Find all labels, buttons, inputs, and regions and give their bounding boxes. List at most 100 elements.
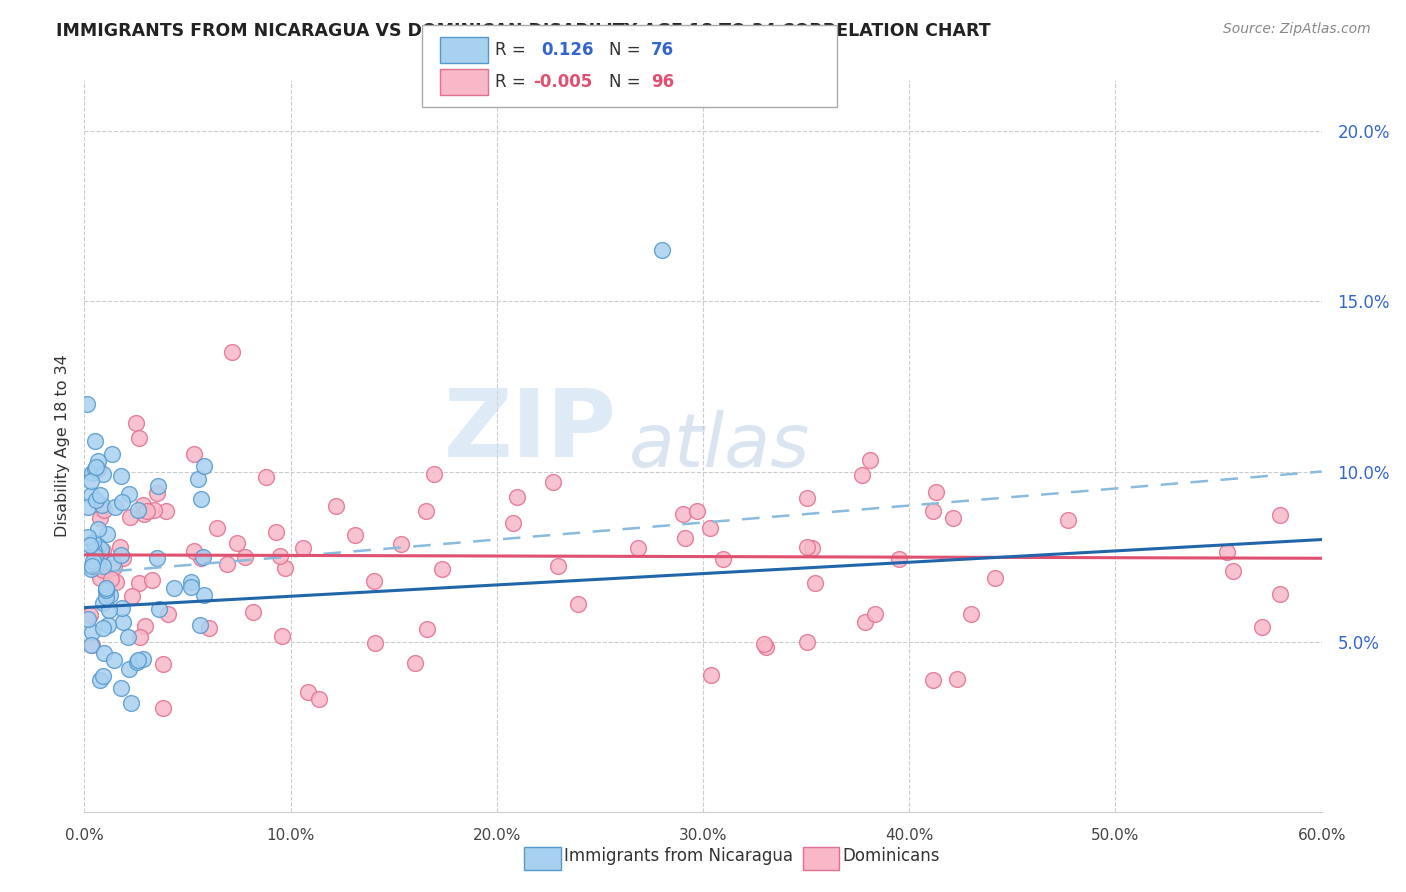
Point bbox=[89, 571, 111, 585]
Point bbox=[190, 550, 212, 565]
Point bbox=[121, 589, 143, 603]
Point bbox=[97, 618, 120, 632]
Point bbox=[108, 540, 131, 554]
Y-axis label: Disability Age 18 to 34: Disability Age 18 to 34 bbox=[55, 355, 70, 537]
Point bbox=[887, 552, 910, 566]
Point bbox=[110, 495, 132, 509]
Point bbox=[859, 453, 882, 467]
Point bbox=[128, 630, 150, 644]
Text: N =: N = bbox=[609, 41, 645, 59]
Point bbox=[101, 556, 124, 570]
Point bbox=[505, 490, 527, 504]
Point bbox=[180, 580, 202, 594]
Point bbox=[430, 562, 453, 576]
Point bbox=[103, 560, 125, 574]
Text: ZIP: ZIP bbox=[443, 385, 616, 477]
Point bbox=[127, 653, 149, 667]
Text: 0.126: 0.126 bbox=[541, 41, 593, 59]
Point bbox=[127, 503, 149, 517]
Point bbox=[76, 500, 98, 515]
Point bbox=[672, 508, 695, 522]
Point bbox=[141, 574, 163, 588]
Point bbox=[84, 544, 107, 558]
Point bbox=[800, 541, 823, 555]
Point bbox=[269, 549, 291, 563]
Point bbox=[207, 521, 229, 535]
Point bbox=[80, 638, 103, 652]
Point bbox=[89, 488, 111, 502]
Point bbox=[91, 563, 114, 577]
Point bbox=[90, 545, 112, 559]
Point bbox=[922, 503, 945, 517]
Point bbox=[94, 582, 117, 596]
Text: R =: R = bbox=[495, 73, 531, 91]
Point bbox=[94, 590, 117, 604]
Point bbox=[156, 607, 179, 622]
Point bbox=[416, 622, 439, 636]
Point bbox=[1222, 564, 1244, 578]
Point bbox=[673, 531, 696, 545]
Point bbox=[226, 536, 249, 550]
Point bbox=[91, 498, 114, 512]
Point bbox=[79, 538, 101, 552]
Point bbox=[264, 524, 287, 539]
Point bbox=[699, 521, 721, 535]
Point bbox=[271, 629, 294, 643]
Point bbox=[925, 484, 948, 499]
Point bbox=[502, 516, 524, 531]
Point bbox=[1056, 513, 1078, 527]
Point bbox=[80, 488, 103, 502]
Point bbox=[118, 510, 141, 524]
Point bbox=[80, 474, 103, 488]
Point bbox=[131, 498, 153, 512]
Point bbox=[198, 621, 221, 635]
Point bbox=[796, 635, 818, 649]
Point bbox=[651, 244, 673, 258]
Point bbox=[308, 692, 330, 706]
Point bbox=[132, 507, 155, 521]
Point bbox=[87, 462, 110, 476]
Point bbox=[143, 503, 166, 517]
Point bbox=[104, 500, 127, 515]
Point bbox=[91, 467, 114, 481]
Point bbox=[128, 431, 150, 445]
Point bbox=[1215, 545, 1237, 559]
Point bbox=[364, 635, 387, 649]
Point bbox=[796, 540, 818, 554]
Point bbox=[112, 615, 135, 629]
Point bbox=[110, 681, 132, 696]
Point bbox=[1270, 508, 1292, 522]
Point bbox=[148, 602, 170, 616]
Point bbox=[91, 544, 114, 558]
Point bbox=[87, 522, 110, 536]
Text: Immigrants from Nicaragua: Immigrants from Nicaragua bbox=[564, 847, 793, 865]
Point bbox=[984, 572, 1007, 586]
Point bbox=[112, 550, 135, 565]
Point bbox=[180, 574, 202, 589]
Point bbox=[84, 549, 107, 563]
Point bbox=[86, 453, 108, 467]
Text: Dominicans: Dominicans bbox=[842, 847, 939, 865]
Point bbox=[700, 667, 723, 681]
Point bbox=[404, 656, 426, 670]
Point bbox=[100, 572, 122, 586]
Point bbox=[942, 511, 965, 525]
Point bbox=[686, 504, 709, 518]
Point bbox=[84, 492, 107, 507]
Point bbox=[274, 561, 297, 575]
Point bbox=[117, 631, 139, 645]
Point bbox=[215, 557, 238, 571]
Point bbox=[152, 701, 174, 715]
Point bbox=[76, 397, 98, 411]
Point bbox=[415, 504, 437, 518]
Point bbox=[84, 434, 107, 449]
Point bbox=[752, 637, 775, 651]
Point bbox=[547, 558, 569, 573]
Point bbox=[946, 672, 969, 686]
Point bbox=[254, 470, 277, 484]
Point bbox=[93, 669, 115, 683]
Point bbox=[87, 539, 110, 553]
Point bbox=[193, 588, 215, 602]
Text: R =: R = bbox=[495, 41, 536, 59]
Point bbox=[851, 467, 873, 482]
